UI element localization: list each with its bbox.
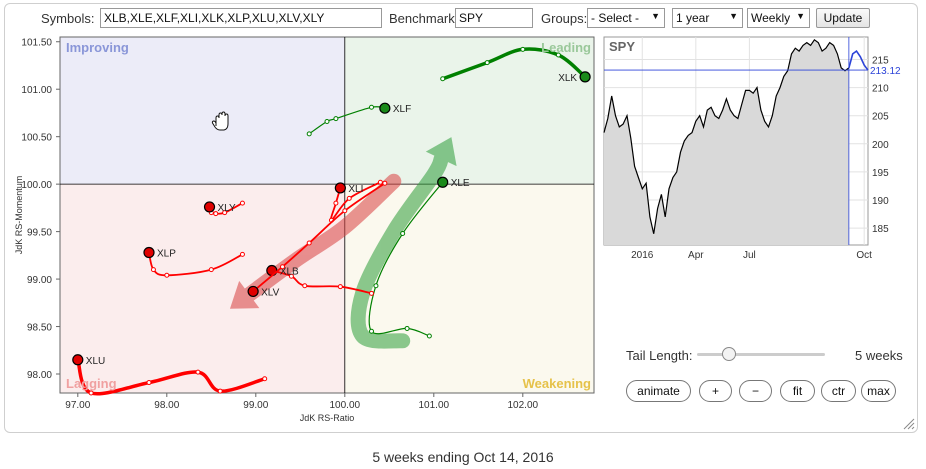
benchmark-input[interactable] (455, 8, 533, 28)
tail-length-slider-handle[interactable] (722, 347, 736, 361)
frequency-select-value: Weekly (751, 11, 791, 25)
period-select-value: 1 year (676, 11, 710, 25)
resize-grip-icon[interactable] (903, 418, 915, 430)
period-select[interactable]: 1 year ▼ (672, 8, 743, 28)
update-button[interactable]: Update (816, 8, 870, 28)
date-range-caption: 5 weeks ending Oct 14, 2016 (372, 449, 554, 465)
zoom-in-button[interactable]: + (699, 380, 732, 402)
zoom-out-button[interactable]: − (739, 380, 772, 402)
rrg-widget (4, 3, 918, 433)
groups-select-value: - Select - (591, 11, 640, 25)
frequency-select[interactable]: Weekly ▼ (747, 8, 810, 28)
animate-button[interactable]: animate (626, 380, 691, 402)
maximize-button[interactable]: max (861, 380, 896, 402)
tail-length-value: 5 weeks (855, 348, 903, 363)
tail-length-label: Tail Length: (626, 348, 693, 363)
symbols-input[interactable] (100, 8, 382, 28)
groups-label: Groups: (541, 11, 588, 26)
chevron-down-icon: ▼ (651, 11, 660, 21)
chevron-down-icon: ▼ (796, 11, 805, 21)
center-button[interactable]: ctr (821, 380, 856, 402)
tail-length-slider-track[interactable] (697, 353, 825, 356)
chevron-down-icon: ▼ (729, 11, 738, 21)
fit-button[interactable]: fit (780, 380, 815, 402)
benchmark-label: Benchmark: (389, 11, 459, 26)
groups-select[interactable]: - Select - ▼ (587, 8, 665, 28)
symbols-label: Symbols: (41, 11, 95, 26)
